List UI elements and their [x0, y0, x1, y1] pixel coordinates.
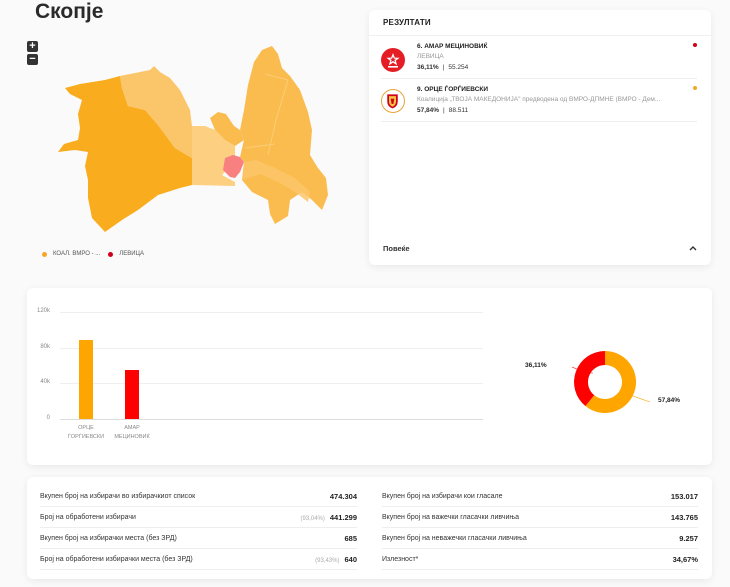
more-label: Повеќе [383, 244, 410, 253]
stat-label: Вкупен број на неважечки гласачки ливчињ… [382, 534, 527, 542]
x-tick-line: ЃОРЃИЕВСКИ [67, 434, 105, 440]
stat-value: 9.257 [679, 533, 698, 543]
status-dot-icon [693, 86, 697, 90]
legend-dot-icon [42, 251, 47, 257]
x-tick-label: АМАР МЕЦИНОВИЌ [107, 424, 157, 442]
stat-row: Вкупен број на важечки гласачки ливчиња … [382, 507, 698, 528]
gridline [60, 383, 483, 384]
stat-value: 640 [344, 554, 357, 564]
candidate-votes: 55.254 [448, 64, 469, 71]
map-legend: КОАЛ. ВМРО - ... ЛЕВИЦА [42, 251, 152, 257]
stat-row: Број на обработени избирачи (93,04%) 441.… [40, 507, 357, 528]
donut-slice-mecinovik[interactable] [574, 351, 605, 406]
map-region-butel[interactable] [210, 112, 244, 146]
stat-label: Број на обработени избирачи [40, 513, 136, 521]
y-tick-label: 40k [40, 379, 50, 385]
donut-svg [571, 351, 651, 413]
candidate-percent: 57,84% [417, 107, 440, 114]
candidate-votes: 88.511 [448, 107, 469, 114]
candidate-stats: 36,11% | 55.254 [417, 64, 468, 71]
pie-label-mecinovik: 36,11% [525, 362, 547, 369]
x-tick-line: ОРЦЕ [78, 425, 94, 431]
stat-label: Вкупен број на важечки гласачки ливчиња [382, 513, 519, 521]
stats-left-column: Вкупен број на избирачи во избирачкиот с… [40, 486, 357, 570]
stat-value: 441.299 [329, 512, 357, 522]
candidate-name: 6. АМАР МЕЦИНОВИЌ [417, 43, 488, 50]
stat-label: Вкупен број на избирачи кои гласале [382, 492, 503, 500]
map-region-gjorce[interactable] [120, 66, 192, 158]
page-title: Скопје [35, 0, 104, 23]
stat-row: Број на обработени избирачки места (без … [40, 549, 357, 570]
stat-label: Вкупен број на избирачки места (без ЗРД) [40, 534, 177, 542]
map-zoom-controls: + − [27, 41, 38, 67]
candidate-name: 9. ОРЦЕ ЃОРЃИЕВСКИ [417, 86, 489, 93]
stat-row: Вкупен број на избирачи кои гласале 153.… [382, 486, 698, 507]
results-header: РЕЗУЛТАТИ [369, 10, 711, 36]
stat-value: 685 [344, 533, 357, 543]
legend-item-vmro[interactable]: КОАЛ. ВМРО - ... [42, 251, 100, 257]
pie-label-gjorgjievski: 57,84% [658, 397, 681, 404]
y-tick-label: 0 [46, 415, 50, 421]
x-tick-label: ОРЦЕ ЃОРЃИЕВСКИ [61, 424, 111, 442]
bar-gjorgjievski[interactable] [79, 340, 93, 419]
stat-row: Вкупен број на неважечки гласачки ливчињ… [382, 528, 698, 549]
stat-row: Вкупен број на избирачи во избирачкиот с… [40, 486, 357, 507]
separator: | [442, 64, 445, 71]
stat-row: Вкупен број на избирачки места (без ЗРД)… [40, 528, 357, 549]
map-region-saraj[interactable] [58, 76, 192, 232]
candidate-row[interactable]: 6. АМАР МЕЦИНОВИЌ ЛЕВИЦА 36,11% | 55.254 [381, 36, 697, 79]
stats-right-column: Вкупен број на избирачи кои гласале 153.… [382, 486, 698, 570]
separator: | [443, 107, 445, 114]
stat-value: 474.304 [329, 491, 357, 501]
zoom-in-button[interactable]: + [27, 41, 38, 52]
gridline [60, 348, 483, 349]
candidate-percent: 36,11% [417, 64, 439, 71]
map-region-cair[interactable] [223, 155, 244, 178]
stats-panel: Вкупен број на избирачи во избирачкиот с… [27, 477, 712, 579]
zoom-out-button[interactable]: − [27, 54, 38, 65]
stat-row: Излезност* 34,67% [382, 549, 698, 570]
levica-logo-icon [381, 48, 405, 72]
legend-dot-icon [108, 251, 114, 257]
municipality-map [58, 46, 328, 232]
candidate-row[interactable]: 9. ОРЦЕ ЃОРЃИЕВСКИ Коалиција „ТВОЈА МАКЕ… [381, 79, 697, 122]
vmro-logo-icon [381, 89, 405, 113]
x-tick-line: МЕЦИНОВИЌ [114, 434, 150, 440]
more-toggle[interactable]: Повеќе [383, 244, 697, 253]
gridline [60, 312, 483, 313]
y-tick-label: 120k [36, 308, 50, 314]
legend-label: ЛЕВИЦА [119, 251, 144, 257]
stat-label: Излезност* [382, 555, 419, 563]
map-region-aerodrom[interactable] [242, 160, 310, 202]
candidate-party: ЛЕВИЦА [417, 53, 444, 60]
chart-panel [27, 288, 712, 465]
candidate-stats: 57,84% | 88.511 [417, 107, 468, 114]
stat-sub: (93,43%) [315, 557, 340, 564]
bar-mecinovik[interactable] [125, 370, 139, 419]
stat-label: Вкупен број на избирачи во избирачкиот с… [40, 492, 196, 500]
map-region-boundary [244, 73, 289, 156]
legend-item-levica[interactable]: ЛЕВИЦА [108, 251, 144, 257]
stat-value: 143.765 [670, 512, 698, 522]
y-tick-label: 80k [40, 344, 50, 350]
results-panel: РЕЗУЛТАТИ 6. АМАР МЕЦИНОВИЌ ЛЕВИЦА 36,11… [369, 10, 711, 265]
x-axis-baseline [60, 419, 483, 420]
stat-value: 153.017 [670, 491, 698, 501]
stat-value: 34,67% [672, 554, 698, 564]
stat-label: Број на обработени избирачки места (без … [40, 555, 193, 563]
legend-label: КОАЛ. ВМРО - ... [53, 251, 101, 257]
candidate-party: Коалиција „ТВОЈА МАКЕДОНИЈА" предводена … [417, 96, 661, 103]
map-region-gazi-baba[interactable] [240, 46, 328, 224]
chevron-up-icon [689, 244, 697, 253]
status-dot-icon [693, 43, 697, 47]
donut-slice-gjorgjievski[interactable] [585, 351, 637, 413]
stat-sub: (93,04%) [300, 515, 325, 522]
x-tick-line: АМАР [124, 425, 140, 431]
